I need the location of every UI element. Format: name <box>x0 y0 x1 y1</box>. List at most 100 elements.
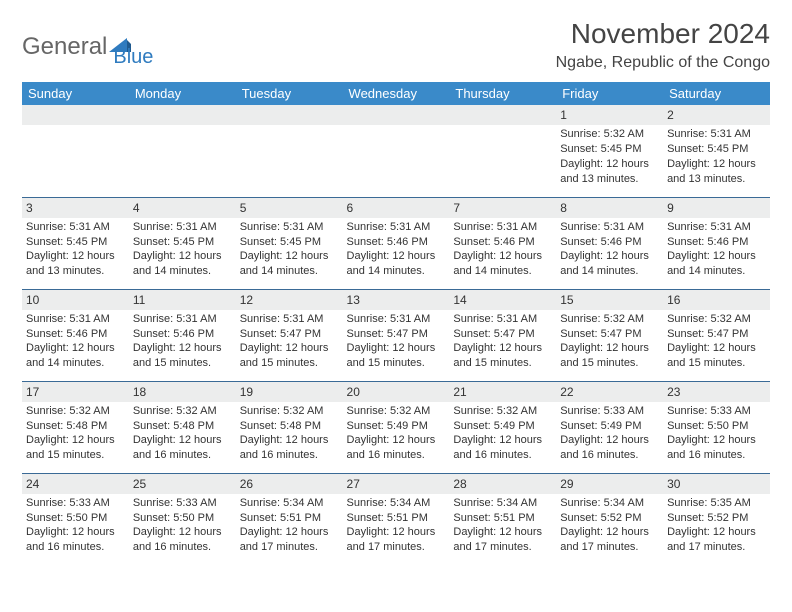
daylight-text: Daylight: 12 hours and 15 minutes. <box>240 341 339 371</box>
daylight-text: Daylight: 12 hours and 16 minutes. <box>453 433 552 463</box>
daylight-text: Daylight: 12 hours and 16 minutes. <box>347 433 446 463</box>
calendar-week-row: 1Sunrise: 5:32 AMSunset: 5:45 PMDaylight… <box>22 105 770 197</box>
sunset-text: Sunset: 5:48 PM <box>26 419 125 434</box>
day-number: 22 <box>556 382 663 402</box>
sunrise-text: Sunrise: 5:31 AM <box>347 312 446 327</box>
sunset-text: Sunset: 5:51 PM <box>453 511 552 526</box>
sunrise-text: Sunrise: 5:31 AM <box>453 220 552 235</box>
sunrise-text: Sunrise: 5:35 AM <box>667 496 766 511</box>
calendar-day-cell: 1Sunrise: 5:32 AMSunset: 5:45 PMDaylight… <box>556 105 663 197</box>
sunset-text: Sunset: 5:45 PM <box>560 142 659 157</box>
daylight-text: Daylight: 12 hours and 14 minutes. <box>347 249 446 279</box>
calendar-day-cell: 17Sunrise: 5:32 AMSunset: 5:48 PMDayligh… <box>22 381 129 473</box>
calendar-day-cell: 15Sunrise: 5:32 AMSunset: 5:47 PMDayligh… <box>556 289 663 381</box>
daylight-text: Daylight: 12 hours and 17 minutes. <box>667 525 766 555</box>
title-block: November 2024 Ngabe, Republic of the Con… <box>556 18 770 72</box>
sunset-text: Sunset: 5:51 PM <box>347 511 446 526</box>
day-number: 4 <box>129 198 236 218</box>
day-number: 18 <box>129 382 236 402</box>
calendar-day-cell: 11Sunrise: 5:31 AMSunset: 5:46 PMDayligh… <box>129 289 236 381</box>
sunset-text: Sunset: 5:48 PM <box>240 419 339 434</box>
sunrise-text: Sunrise: 5:32 AM <box>133 404 232 419</box>
daylight-text: Daylight: 12 hours and 17 minutes. <box>347 525 446 555</box>
calendar-day-cell: 23Sunrise: 5:33 AMSunset: 5:50 PMDayligh… <box>663 381 770 473</box>
daylight-text: Daylight: 12 hours and 15 minutes. <box>347 341 446 371</box>
daylight-text: Daylight: 12 hours and 14 minutes. <box>26 341 125 371</box>
weekday-header: Friday <box>556 82 663 105</box>
sunrise-text: Sunrise: 5:31 AM <box>347 220 446 235</box>
daylight-text: Daylight: 12 hours and 16 minutes. <box>560 433 659 463</box>
calendar-day-cell: 26Sunrise: 5:34 AMSunset: 5:51 PMDayligh… <box>236 473 343 565</box>
calendar-day-cell: 28Sunrise: 5:34 AMSunset: 5:51 PMDayligh… <box>449 473 556 565</box>
calendar-day-cell: 24Sunrise: 5:33 AMSunset: 5:50 PMDayligh… <box>22 473 129 565</box>
day-details: Sunrise: 5:31 AMSunset: 5:47 PMDaylight:… <box>236 310 343 375</box>
sunset-text: Sunset: 5:46 PM <box>453 235 552 250</box>
day-number: 3 <box>22 198 129 218</box>
daylight-text: Daylight: 12 hours and 15 minutes. <box>26 433 125 463</box>
daylight-text: Daylight: 12 hours and 15 minutes. <box>133 341 232 371</box>
weekday-header: Thursday <box>449 82 556 105</box>
day-details: Sunrise: 5:32 AMSunset: 5:49 PMDaylight:… <box>343 402 450 467</box>
sunset-text: Sunset: 5:50 PM <box>26 511 125 526</box>
weekday-header: Wednesday <box>343 82 450 105</box>
day-number: 9 <box>663 198 770 218</box>
weekday-header-row: Sunday Monday Tuesday Wednesday Thursday… <box>22 82 770 105</box>
day-number: 7 <box>449 198 556 218</box>
calendar-day-cell: 13Sunrise: 5:31 AMSunset: 5:47 PMDayligh… <box>343 289 450 381</box>
day-number <box>343 105 450 125</box>
calendar-day-cell: 14Sunrise: 5:31 AMSunset: 5:47 PMDayligh… <box>449 289 556 381</box>
calendar-day-cell: 8Sunrise: 5:31 AMSunset: 5:46 PMDaylight… <box>556 197 663 289</box>
day-number: 19 <box>236 382 343 402</box>
day-details: Sunrise: 5:31 AMSunset: 5:46 PMDaylight:… <box>663 218 770 283</box>
sunset-text: Sunset: 5:52 PM <box>560 511 659 526</box>
sunset-text: Sunset: 5:45 PM <box>26 235 125 250</box>
sunset-text: Sunset: 5:52 PM <box>667 511 766 526</box>
day-details: Sunrise: 5:32 AMSunset: 5:49 PMDaylight:… <box>449 402 556 467</box>
day-number: 25 <box>129 474 236 494</box>
day-details: Sunrise: 5:31 AMSunset: 5:45 PMDaylight:… <box>129 218 236 283</box>
daylight-text: Daylight: 12 hours and 17 minutes. <box>240 525 339 555</box>
day-details: Sunrise: 5:32 AMSunset: 5:47 PMDaylight:… <box>663 310 770 375</box>
sunset-text: Sunset: 5:48 PM <box>133 419 232 434</box>
sunset-text: Sunset: 5:45 PM <box>133 235 232 250</box>
calendar-day-cell: 2Sunrise: 5:31 AMSunset: 5:45 PMDaylight… <box>663 105 770 197</box>
day-number <box>22 105 129 125</box>
sunrise-text: Sunrise: 5:31 AM <box>26 220 125 235</box>
sunset-text: Sunset: 5:45 PM <box>240 235 339 250</box>
day-number: 30 <box>663 474 770 494</box>
calendar-day-cell: 6Sunrise: 5:31 AMSunset: 5:46 PMDaylight… <box>343 197 450 289</box>
sunrise-text: Sunrise: 5:32 AM <box>240 404 339 419</box>
daylight-text: Daylight: 12 hours and 14 minutes. <box>133 249 232 279</box>
daylight-text: Daylight: 12 hours and 17 minutes. <box>560 525 659 555</box>
day-number: 8 <box>556 198 663 218</box>
day-number: 28 <box>449 474 556 494</box>
sunrise-text: Sunrise: 5:31 AM <box>667 127 766 142</box>
calendar-body: 1Sunrise: 5:32 AMSunset: 5:45 PMDaylight… <box>22 105 770 565</box>
sunset-text: Sunset: 5:47 PM <box>453 327 552 342</box>
sunrise-text: Sunrise: 5:33 AM <box>133 496 232 511</box>
calendar-day-cell: 29Sunrise: 5:34 AMSunset: 5:52 PMDayligh… <box>556 473 663 565</box>
daylight-text: Daylight: 12 hours and 13 minutes. <box>26 249 125 279</box>
sunrise-text: Sunrise: 5:31 AM <box>26 312 125 327</box>
daylight-text: Daylight: 12 hours and 16 minutes. <box>26 525 125 555</box>
day-number: 12 <box>236 290 343 310</box>
day-details: Sunrise: 5:31 AMSunset: 5:47 PMDaylight:… <box>343 310 450 375</box>
calendar-day-cell: 21Sunrise: 5:32 AMSunset: 5:49 PMDayligh… <box>449 381 556 473</box>
sunset-text: Sunset: 5:50 PM <box>667 419 766 434</box>
weekday-header: Sunday <box>22 82 129 105</box>
sunset-text: Sunset: 5:49 PM <box>347 419 446 434</box>
sunrise-text: Sunrise: 5:33 AM <box>667 404 766 419</box>
calendar-day-cell: 9Sunrise: 5:31 AMSunset: 5:46 PMDaylight… <box>663 197 770 289</box>
day-details: Sunrise: 5:32 AMSunset: 5:45 PMDaylight:… <box>556 125 663 190</box>
daylight-text: Daylight: 12 hours and 14 minutes. <box>667 249 766 279</box>
sunset-text: Sunset: 5:49 PM <box>560 419 659 434</box>
brand-part1: General <box>22 33 107 61</box>
calendar-day-cell: 22Sunrise: 5:33 AMSunset: 5:49 PMDayligh… <box>556 381 663 473</box>
day-details: Sunrise: 5:33 AMSunset: 5:50 PMDaylight:… <box>22 494 129 559</box>
daylight-text: Daylight: 12 hours and 15 minutes. <box>453 341 552 371</box>
sunset-text: Sunset: 5:47 PM <box>347 327 446 342</box>
calendar-week-row: 3Sunrise: 5:31 AMSunset: 5:45 PMDaylight… <box>22 197 770 289</box>
day-details: Sunrise: 5:31 AMSunset: 5:46 PMDaylight:… <box>449 218 556 283</box>
day-number: 17 <box>22 382 129 402</box>
sunset-text: Sunset: 5:47 PM <box>240 327 339 342</box>
